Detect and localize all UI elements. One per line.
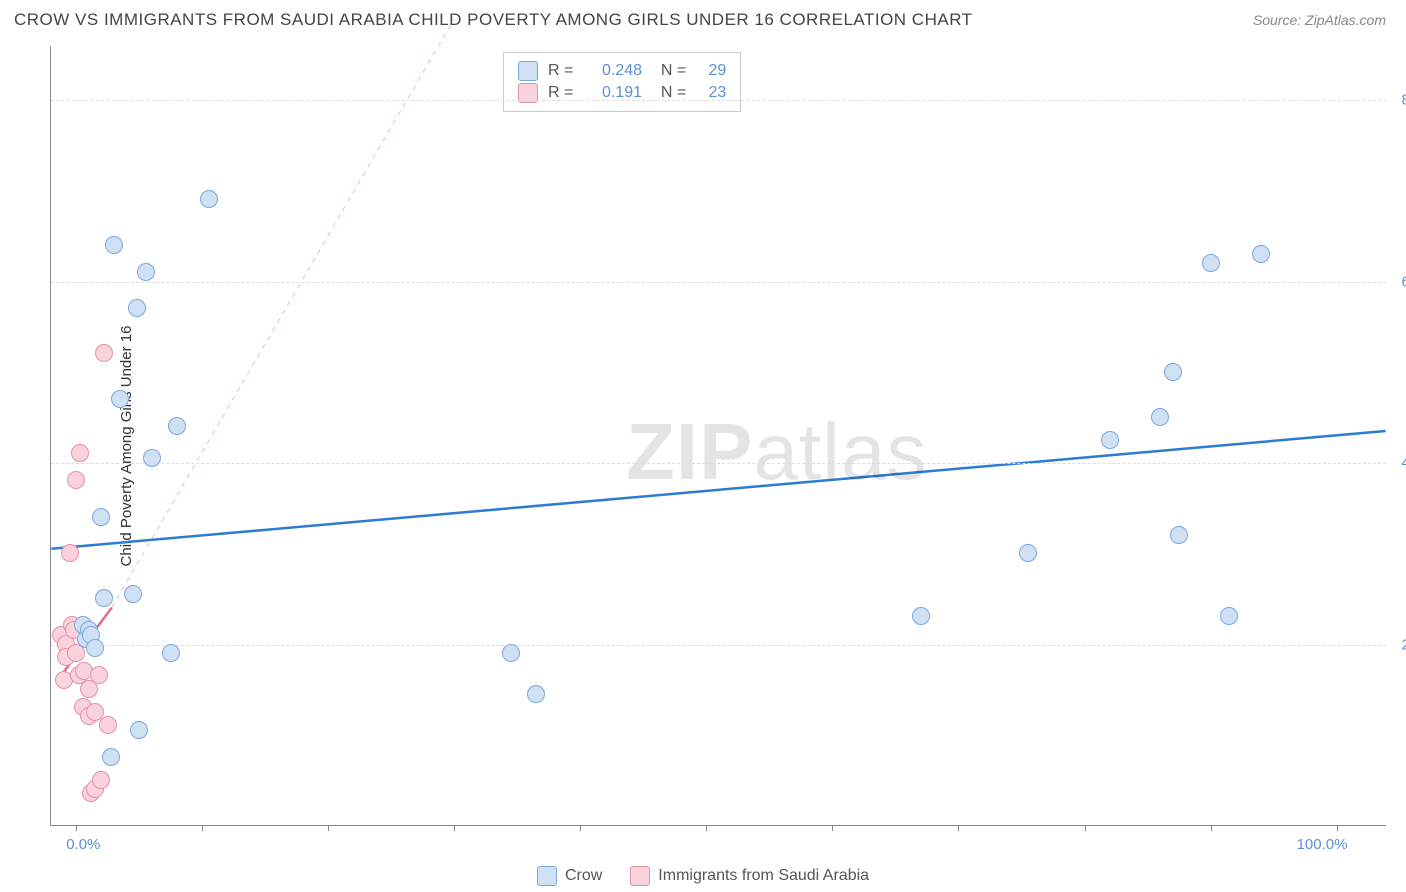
data-point bbox=[124, 585, 142, 603]
trend-lines-layer bbox=[51, 46, 1386, 825]
gridline bbox=[51, 463, 1386, 464]
data-point bbox=[143, 449, 161, 467]
legend-r-value: 0.191 bbox=[588, 84, 642, 102]
data-point bbox=[111, 390, 129, 408]
data-point bbox=[502, 644, 520, 662]
legend-r-label: R = bbox=[548, 62, 578, 80]
x-max-label: 100.0% bbox=[1297, 836, 1348, 853]
legend-n-value: 29 bbox=[696, 62, 726, 80]
y-tick-label: 40.0% bbox=[1401, 455, 1406, 472]
scatter-plot: ZIPatlas R =0.248 N =29R =0.191 N =23 20… bbox=[50, 46, 1386, 826]
source-attribution: Source: ZipAtlas.com bbox=[1253, 12, 1386, 28]
x-tick bbox=[706, 825, 707, 831]
legend-label: Immigrants from Saudi Arabia bbox=[658, 867, 869, 884]
x-tick bbox=[1085, 825, 1086, 831]
data-point bbox=[99, 716, 117, 734]
x-tick bbox=[76, 825, 77, 831]
legend-item: Immigrants from Saudi Arabia bbox=[630, 866, 869, 886]
x-tick bbox=[580, 825, 581, 831]
data-point bbox=[162, 644, 180, 662]
data-point bbox=[1101, 431, 1119, 449]
gridline bbox=[51, 282, 1386, 283]
data-point bbox=[95, 589, 113, 607]
x-tick bbox=[832, 825, 833, 831]
x-tick bbox=[328, 825, 329, 831]
data-point bbox=[1220, 607, 1238, 625]
legend-swatch bbox=[518, 61, 538, 81]
trend-line bbox=[112, 19, 454, 608]
watermark-bold: ZIP bbox=[626, 407, 753, 496]
legend-swatch bbox=[537, 866, 557, 886]
data-point bbox=[1164, 363, 1182, 381]
y-tick-label: 80.0% bbox=[1401, 92, 1406, 109]
data-point bbox=[105, 236, 123, 254]
data-point bbox=[95, 344, 113, 362]
chart-title: CROW VS IMMIGRANTS FROM SAUDI ARABIA CHI… bbox=[14, 10, 973, 30]
data-point bbox=[1019, 544, 1037, 562]
data-point bbox=[527, 685, 545, 703]
data-point bbox=[86, 639, 104, 657]
data-point bbox=[90, 666, 108, 684]
data-point bbox=[1252, 245, 1270, 263]
watermark-rest: atlas bbox=[753, 407, 927, 496]
legend-n-label: N = bbox=[652, 62, 686, 80]
x-tick bbox=[202, 825, 203, 831]
legend-r-label: R = bbox=[548, 84, 578, 102]
data-point bbox=[1202, 254, 1220, 272]
legend-swatch bbox=[630, 866, 650, 886]
legend-n-value: 23 bbox=[696, 84, 726, 102]
data-point bbox=[128, 299, 146, 317]
data-point bbox=[137, 263, 155, 281]
watermark: ZIPatlas bbox=[626, 406, 927, 498]
gridline bbox=[51, 100, 1386, 101]
data-point bbox=[71, 444, 89, 462]
data-point bbox=[130, 721, 148, 739]
legend-n-label: N = bbox=[652, 84, 686, 102]
legend-item: Crow bbox=[537, 866, 602, 886]
data-point bbox=[1170, 526, 1188, 544]
series-legend: Crow Immigrants from Saudi Arabia bbox=[537, 866, 869, 886]
legend-row: R = 0.248 N = 29 bbox=[518, 61, 726, 81]
data-point bbox=[102, 748, 120, 766]
data-point bbox=[200, 190, 218, 208]
data-point bbox=[92, 508, 110, 526]
x-tick bbox=[1337, 825, 1338, 831]
x-tick bbox=[958, 825, 959, 831]
legend-r-value: 0.248 bbox=[588, 62, 642, 80]
data-point bbox=[67, 471, 85, 489]
x-min-label: 0.0% bbox=[66, 836, 100, 853]
legend-label: Crow bbox=[565, 867, 602, 884]
y-tick-label: 60.0% bbox=[1401, 273, 1406, 290]
data-point bbox=[168, 417, 186, 435]
x-tick bbox=[1211, 825, 1212, 831]
data-point bbox=[912, 607, 930, 625]
data-point bbox=[1151, 408, 1169, 426]
x-tick bbox=[454, 825, 455, 831]
data-point bbox=[61, 544, 79, 562]
data-point bbox=[92, 771, 110, 789]
y-tick-label: 20.0% bbox=[1401, 636, 1406, 653]
gridline bbox=[51, 645, 1386, 646]
correlation-legend: R = 0.248 N = 29 R = 0.191 N = 23 bbox=[503, 52, 741, 112]
